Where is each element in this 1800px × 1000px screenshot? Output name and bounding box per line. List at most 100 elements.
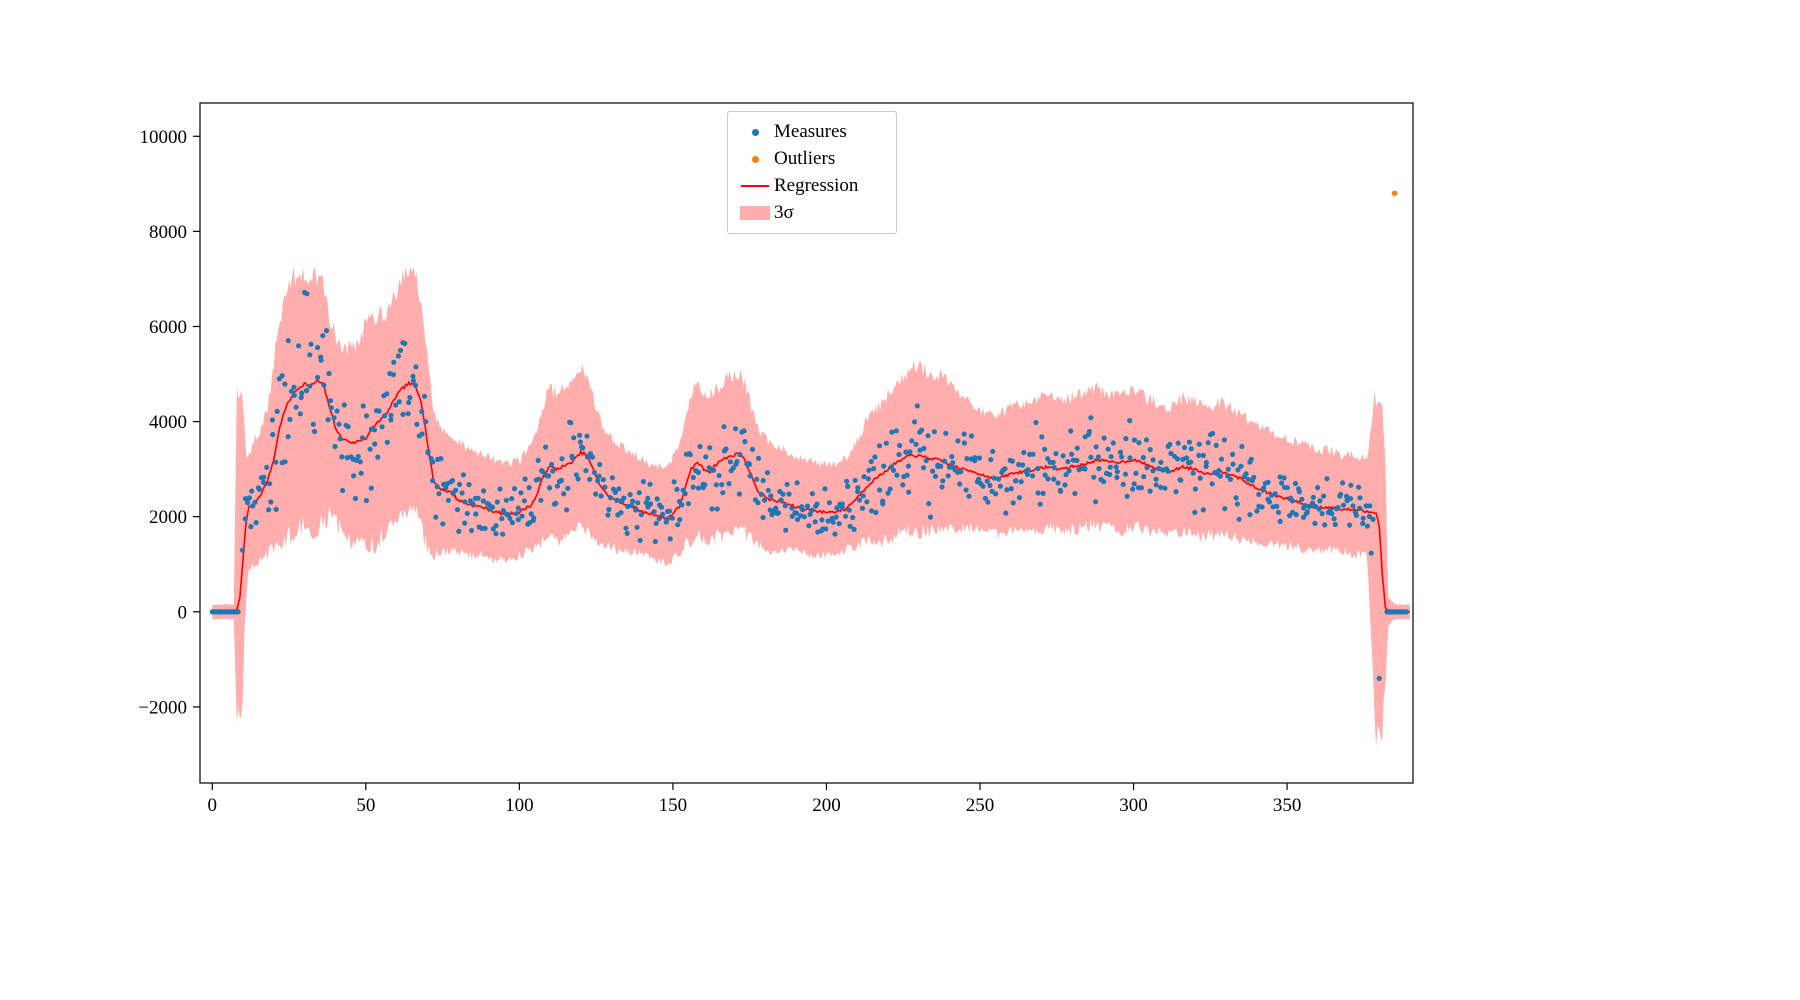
data-point xyxy=(806,523,812,529)
data-point xyxy=(423,419,429,425)
data-point xyxy=(988,457,994,463)
data-point xyxy=(264,464,270,470)
data-point xyxy=(336,421,342,427)
data-point xyxy=(1153,476,1159,482)
data-point xyxy=(990,448,996,454)
data-point xyxy=(376,408,382,414)
data-point xyxy=(1150,457,1156,463)
regression-line-icon xyxy=(741,185,769,187)
data-point xyxy=(814,501,820,507)
data-point xyxy=(730,465,736,471)
data-point xyxy=(903,449,909,455)
data-point xyxy=(919,427,925,433)
data-point xyxy=(778,497,784,503)
data-point xyxy=(864,499,870,505)
data-point xyxy=(912,419,918,425)
data-point xyxy=(1203,463,1209,469)
data-point xyxy=(1217,473,1223,479)
data-point xyxy=(608,495,614,501)
data-point xyxy=(609,475,616,481)
data-point xyxy=(664,516,670,522)
data-point xyxy=(260,479,267,485)
data-point xyxy=(856,497,863,503)
data-point xyxy=(568,420,574,426)
data-point xyxy=(503,497,509,503)
data-point xyxy=(1101,479,1107,485)
y-tick-label: −2000 xyxy=(138,697,187,718)
data-point xyxy=(443,485,449,491)
data-point xyxy=(410,373,416,379)
data-point xyxy=(1356,484,1362,490)
data-point xyxy=(980,483,986,489)
data-point xyxy=(1230,461,1236,467)
data-point xyxy=(1296,489,1302,495)
data-point xyxy=(1057,487,1063,493)
data-point xyxy=(410,378,416,384)
data-point xyxy=(943,430,949,436)
data-point xyxy=(570,455,576,461)
data-point xyxy=(571,435,577,441)
data-point xyxy=(311,428,318,435)
regression-marker xyxy=(736,185,774,187)
data-point xyxy=(606,506,612,513)
data-point xyxy=(669,515,675,521)
data-point xyxy=(412,382,419,388)
data-point xyxy=(1158,459,1164,465)
data-point xyxy=(807,511,813,517)
data-point xyxy=(1131,437,1137,443)
data-point xyxy=(1133,470,1139,476)
data-point xyxy=(297,411,303,417)
data-point xyxy=(855,485,861,491)
data-point xyxy=(1150,468,1156,474)
data-point xyxy=(526,485,532,491)
data-point xyxy=(390,372,396,378)
data-point xyxy=(927,514,934,520)
data-point xyxy=(1338,491,1344,497)
data-point xyxy=(637,537,643,544)
data-point xyxy=(707,445,713,451)
data-point xyxy=(564,507,570,513)
data-point xyxy=(675,522,681,528)
data-point xyxy=(1279,480,1285,486)
data-point xyxy=(314,374,321,381)
data-point xyxy=(1190,470,1196,476)
data-point xyxy=(860,493,866,499)
data-point xyxy=(654,496,660,502)
data-point xyxy=(1225,473,1231,479)
data-point xyxy=(573,472,580,478)
data-point xyxy=(1306,504,1312,510)
data-point xyxy=(1068,428,1074,434)
data-point xyxy=(695,469,702,475)
data-point xyxy=(723,446,729,452)
data-point xyxy=(1162,485,1168,491)
data-point xyxy=(1247,511,1253,518)
data-point xyxy=(1340,480,1346,486)
data-point xyxy=(1168,450,1174,456)
data-point xyxy=(413,364,419,370)
data-point xyxy=(638,512,644,518)
data-point xyxy=(690,484,696,490)
x-tick-label: 200 xyxy=(812,795,841,816)
data-point xyxy=(402,340,408,347)
data-point xyxy=(364,413,370,419)
data-point xyxy=(1196,452,1202,458)
data-point xyxy=(1335,505,1341,511)
data-point xyxy=(339,454,345,460)
data-point xyxy=(515,517,521,523)
data-point xyxy=(794,480,800,486)
data-point xyxy=(1340,502,1347,508)
data-point xyxy=(794,510,800,516)
data-point xyxy=(1370,516,1376,523)
data-point xyxy=(1248,456,1254,462)
data-point xyxy=(890,467,897,473)
data-point xyxy=(667,536,673,542)
data-point xyxy=(1274,503,1280,509)
data-point xyxy=(1329,511,1335,517)
data-point xyxy=(310,421,316,427)
data-point xyxy=(1045,456,1051,462)
data-point xyxy=(357,459,363,465)
data-point xyxy=(795,516,801,523)
data-point xyxy=(833,514,839,520)
data-point xyxy=(949,454,955,460)
